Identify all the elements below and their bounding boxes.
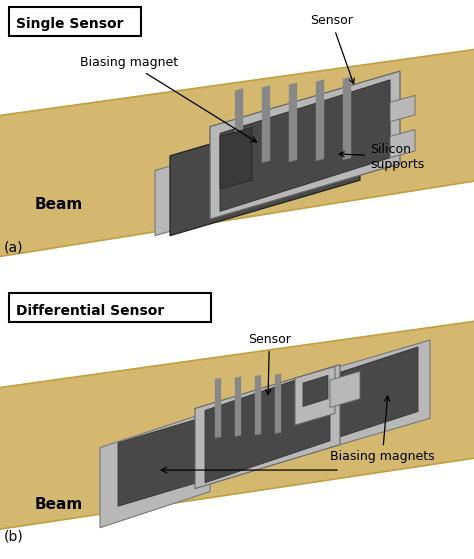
Polygon shape <box>210 71 400 219</box>
Polygon shape <box>295 86 380 182</box>
Text: Sensor: Sensor <box>310 15 354 84</box>
Polygon shape <box>303 375 328 406</box>
Polygon shape <box>0 320 474 530</box>
Text: Biasing magnet: Biasing magnet <box>80 56 256 142</box>
Text: Single Sensor: Single Sensor <box>16 17 124 31</box>
Polygon shape <box>170 100 360 236</box>
Text: Beam: Beam <box>35 497 83 512</box>
Polygon shape <box>262 86 270 163</box>
Polygon shape <box>340 347 418 437</box>
FancyBboxPatch shape <box>9 7 141 36</box>
Text: (b): (b) <box>4 529 24 543</box>
Polygon shape <box>289 83 297 162</box>
Text: Differential Sensor: Differential Sensor <box>16 304 164 318</box>
Polygon shape <box>275 374 281 433</box>
Polygon shape <box>100 411 210 528</box>
Polygon shape <box>235 377 241 437</box>
Polygon shape <box>118 418 200 506</box>
FancyBboxPatch shape <box>9 293 211 323</box>
Polygon shape <box>330 371 360 408</box>
Polygon shape <box>390 96 415 122</box>
Text: (a): (a) <box>4 240 24 254</box>
Polygon shape <box>155 144 245 236</box>
Polygon shape <box>255 375 261 435</box>
Text: Silicon
supports: Silicon supports <box>339 143 424 170</box>
Polygon shape <box>390 130 415 158</box>
Text: Sensor: Sensor <box>248 333 291 395</box>
Polygon shape <box>205 368 330 483</box>
Polygon shape <box>215 378 221 438</box>
Text: Biasing magnets: Biasing magnets <box>330 396 435 463</box>
Polygon shape <box>195 364 340 489</box>
Polygon shape <box>0 49 474 258</box>
Polygon shape <box>220 80 390 211</box>
Polygon shape <box>295 367 335 425</box>
Polygon shape <box>330 340 430 448</box>
Text: Beam: Beam <box>35 197 83 212</box>
Polygon shape <box>316 80 324 160</box>
Polygon shape <box>220 127 252 189</box>
Polygon shape <box>235 89 243 164</box>
Polygon shape <box>343 77 351 160</box>
